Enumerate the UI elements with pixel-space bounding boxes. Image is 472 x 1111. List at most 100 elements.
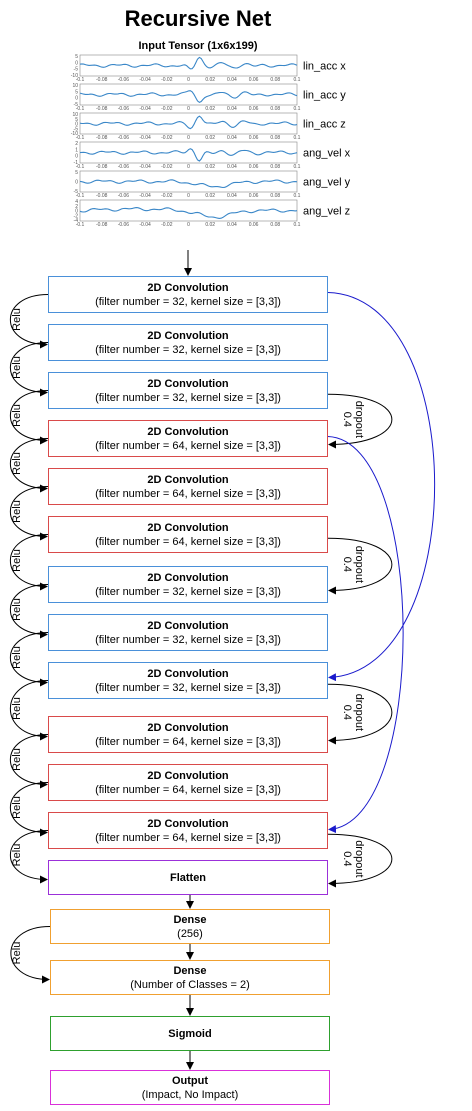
layer-box-12: 2D Convolution (filter number = 64, kerne… [48, 812, 328, 849]
signal-plot-4: 210-1-0.1 -0.08 -0.06 -0.04 -0.02 0 0.02 0.04 0.… [74, 141, 351, 170]
channel-label: lin_acc y [303, 90, 346, 102]
relu-connector [10, 680, 49, 741]
skip-connection [327, 292, 436, 682]
y-tick-label: 5 [75, 54, 78, 60]
layer-box-6: 2D Convolution (filter number = 64, kerne… [48, 516, 328, 553]
layer-title: 2D Convolution [147, 817, 229, 830]
relu-connector [10, 342, 49, 397]
channel-label: ang_vel y [303, 177, 351, 189]
relu-connector [10, 782, 49, 837]
x-tick-label: 0.06 [249, 222, 259, 228]
layer-box-11: 2D Convolution (filter number = 64, kerne… [48, 764, 328, 801]
x-tick-label: -0.1 [76, 164, 85, 170]
relu-label: Relu [11, 844, 23, 867]
relu-connector [10, 390, 49, 445]
layer-box-5: 2D Convolution (filter number = 64, kerne… [48, 468, 328, 505]
x-tick-label: 0.08 [270, 106, 280, 112]
signal-trace [79, 115, 298, 130]
x-tick-label: -0.02 [161, 222, 173, 228]
relu-connector [10, 830, 49, 884]
signal-trace [79, 90, 298, 104]
relu-label: Relu [11, 598, 23, 621]
x-tick-label: 0 [187, 77, 190, 83]
x-tick-label: -0.08 [96, 135, 108, 141]
x-tick-label: 0.1 [294, 77, 301, 83]
dropout-label: dropout [353, 546, 365, 583]
x-tick-label: -0.08 [96, 77, 108, 83]
signal-trace [79, 179, 298, 189]
y-tick-label: 2 [75, 204, 78, 210]
x-tick-label: -0.04 [139, 106, 151, 112]
layer-detail: (Number of Classes = 2) [130, 978, 250, 991]
y-tick-label: 0 [75, 209, 78, 215]
x-tick-label: -0.1 [76, 106, 85, 112]
layer-detail: (filter number = 32, kernel size = [3,3]… [95, 295, 281, 308]
layer-title: Output [171, 1074, 209, 1087]
channel-label: lin_acc z [303, 119, 346, 131]
layer-title: 2D Convolution [147, 329, 229, 342]
x-tick-label: 0 [187, 222, 190, 228]
x-tick-label: -0.1 [76, 135, 85, 141]
diagram-connectors: Relu Relu Relu Relu Relu Relu Relu Relu Relu Relu… [10, 250, 436, 1070]
layer-title: Dense [173, 964, 207, 977]
x-tick-label: 0.06 [249, 193, 259, 199]
x-tick-label: -0.06 [118, 164, 130, 170]
x-tick-label: 0.02 [205, 193, 215, 199]
channel-label: lin_acc x [303, 61, 346, 73]
layer-title: 2D Convolution [147, 571, 229, 584]
relu-connector [10, 534, 49, 591]
x-tick-label: 0.02 [205, 164, 215, 170]
dropout-label: dropout [353, 401, 365, 438]
x-tick-label: 0.1 [294, 193, 301, 199]
layer-title: 2D Convolution [147, 769, 229, 782]
x-tick-label: -0.04 [139, 164, 151, 170]
x-tick-label: 0 [187, 164, 190, 170]
y-tick-label: 1 [75, 147, 78, 153]
layer-title: 2D Convolution [147, 473, 229, 486]
x-tick-label: 0.02 [205, 135, 215, 141]
relu-label: Relu [11, 500, 23, 523]
x-tick-label: -0.06 [118, 106, 130, 112]
x-tick-label: -0.1 [76, 77, 85, 83]
layer-box-1: 2D Convolution (filter number = 32, kerne… [48, 276, 328, 313]
relu-label: Relu [11, 356, 23, 379]
x-tick-label: -0.04 [139, 193, 151, 199]
x-tick-label: 0.04 [227, 193, 237, 199]
x-tick-label: -0.02 [161, 164, 173, 170]
y-tick-label: 2 [75, 141, 78, 147]
dropout-connector [327, 537, 393, 595]
layer-detail: (filter number = 32, kernel size = [3,3]… [95, 391, 281, 404]
y-tick-label: -5 [74, 102, 79, 108]
layer-box-14: Dense (256) [50, 909, 330, 944]
x-tick-label: 0.08 [270, 135, 280, 141]
layer-box-3: 2D Convolution (filter number = 32, kerne… [48, 372, 328, 409]
dropout-connector [327, 833, 393, 888]
y-tick-label: 10 [72, 112, 78, 118]
skip-connection [327, 436, 404, 834]
y-tick-label: 0 [75, 154, 78, 160]
x-tick-label: -0.02 [161, 77, 173, 83]
y-tick-label: 5 [75, 170, 78, 176]
relu-connector [10, 294, 49, 349]
layer-box-4: 2D Convolution (filter number = 64, kerne… [48, 420, 328, 457]
y-tick-label: 5 [75, 117, 78, 123]
layer-box-9: 2D Convolution (filter number = 32, kerne… [48, 662, 328, 699]
relu-label: Relu [11, 452, 23, 475]
layer-box-7: 2D Convolution (filter number = 32, kerne… [48, 566, 328, 603]
x-tick-label: 0.1 [294, 164, 301, 170]
channel-label: ang_vel x [303, 148, 351, 160]
relu-label: Relu [11, 646, 23, 669]
layer-detail: (filter number = 32, kernel size = [3,3]… [95, 585, 281, 598]
layer-title: 2D Convolution [147, 425, 229, 438]
y-tick-label: -5 [74, 126, 79, 132]
x-tick-label: -0.1 [76, 193, 85, 199]
x-tick-label: -0.02 [161, 106, 173, 112]
dropout-value: 0.4 [341, 851, 353, 866]
layer-title: Dense [173, 913, 207, 926]
relu-connector [10, 438, 49, 493]
x-tick-label: 0 [187, 193, 190, 199]
layer-detail: (filter number = 64, kernel size = [3,3]… [95, 439, 281, 452]
y-tick-label: 0 [75, 180, 78, 186]
